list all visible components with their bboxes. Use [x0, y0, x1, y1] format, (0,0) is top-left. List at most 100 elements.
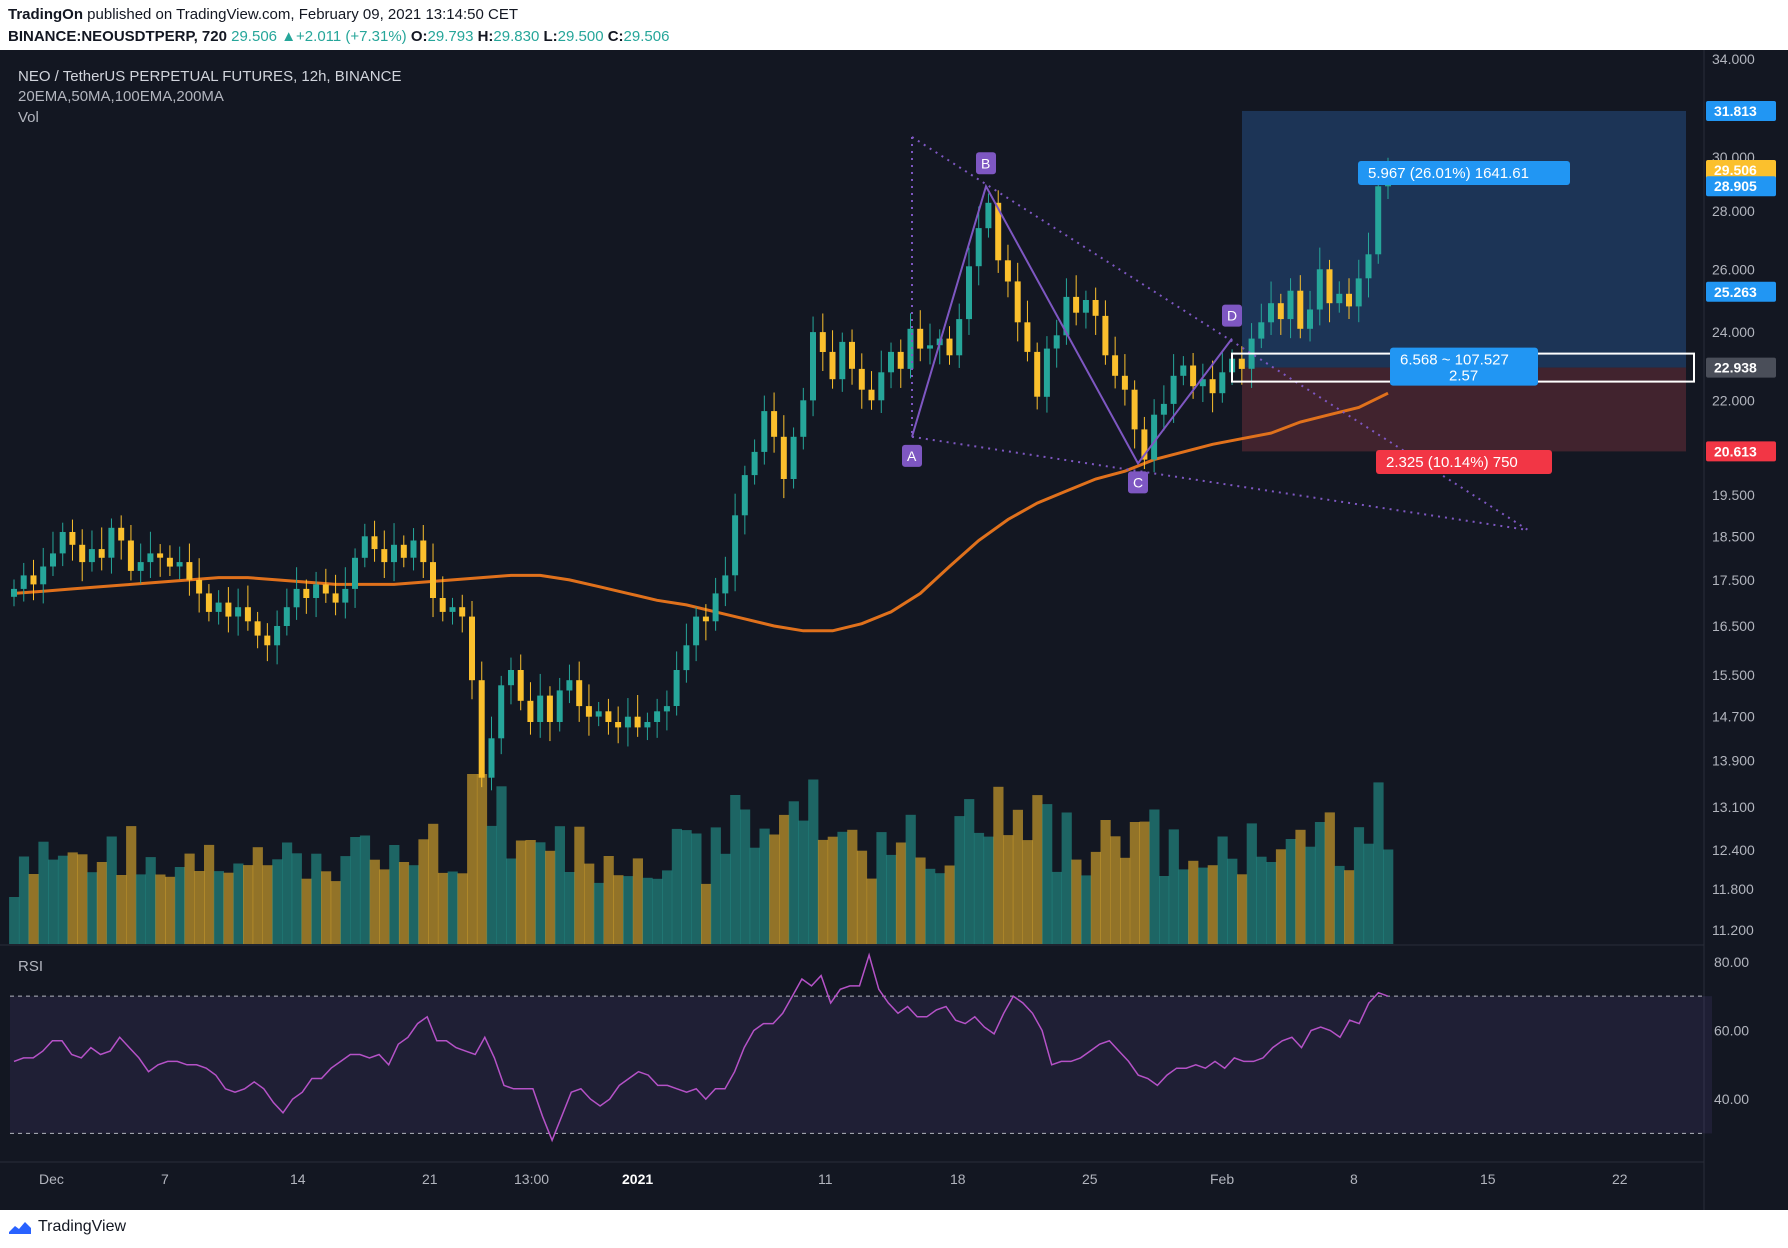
candle[interactable] [888, 351, 894, 373]
candle[interactable] [995, 202, 1002, 261]
candle[interactable] [69, 532, 76, 545]
candle[interactable] [137, 562, 144, 571]
candle[interactable] [634, 716, 641, 728]
candle[interactable] [352, 557, 358, 589]
candle[interactable] [537, 695, 544, 722]
candle[interactable] [342, 588, 349, 603]
candle[interactable] [605, 711, 612, 722]
wedge-lower-line[interactable] [911, 435, 1529, 531]
candle[interactable] [186, 562, 193, 580]
price-label-tag[interactable] [1706, 160, 1776, 180]
candle[interactable] [849, 341, 855, 369]
candle[interactable] [966, 266, 972, 320]
candle[interactable] [1209, 379, 1216, 394]
candle[interactable] [595, 711, 602, 717]
pattern-point-b[interactable] [976, 152, 996, 175]
candle[interactable] [819, 332, 826, 352]
candle[interactable] [576, 680, 583, 707]
candle[interactable] [254, 621, 261, 636]
risk-reward-tooltip[interactable] [1390, 347, 1538, 386]
candle[interactable] [1004, 260, 1011, 282]
candle[interactable] [391, 544, 397, 563]
rsi-legend[interactable]: RSI [18, 958, 44, 975]
publisher-name[interactable]: TradingOn [8, 6, 83, 23]
candle[interactable] [585, 706, 592, 717]
candle[interactable] [1073, 296, 1080, 313]
candle[interactable] [1219, 372, 1226, 394]
price-label-tag[interactable] [1706, 176, 1776, 197]
candle[interactable] [985, 202, 992, 229]
candle[interactable] [1180, 365, 1187, 376]
candle[interactable] [274, 626, 281, 646]
pattern-point-d[interactable] [1222, 304, 1242, 327]
candle[interactable] [488, 738, 495, 778]
candle[interactable] [702, 616, 709, 622]
candle[interactable] [508, 670, 514, 686]
candle[interactable] [878, 372, 885, 401]
candle[interactable] [40, 566, 47, 585]
candle[interactable] [215, 602, 222, 612]
candle[interactable] [566, 680, 573, 691]
candle[interactable] [410, 540, 417, 558]
candle[interactable] [1151, 414, 1158, 460]
candle[interactable] [176, 562, 183, 567]
candle[interactable] [1121, 375, 1128, 390]
price-label-tag[interactable] [1706, 281, 1776, 302]
candle[interactable] [712, 593, 719, 622]
candle[interactable] [1307, 309, 1313, 329]
candle[interactable] [293, 588, 300, 608]
candle[interactable] [615, 722, 622, 728]
candle[interactable] [371, 536, 378, 550]
candle[interactable] [1112, 355, 1119, 376]
candle[interactable] [956, 319, 963, 356]
candle[interactable] [644, 722, 651, 728]
candle[interactable] [1346, 293, 1352, 307]
candle[interactable] [108, 527, 115, 558]
wedge-upper-line[interactable] [911, 136, 1529, 531]
candle[interactable] [381, 549, 388, 563]
stop-tooltip[interactable] [1376, 450, 1552, 474]
candle[interactable] [205, 593, 212, 612]
tradingview-brand[interactable]: TradingView [8, 1218, 126, 1236]
candle[interactable] [79, 544, 86, 563]
candle[interactable] [478, 680, 485, 778]
candle[interactable] [283, 607, 290, 626]
candle[interactable] [98, 549, 105, 558]
candle[interactable] [780, 436, 787, 479]
candle[interactable] [1326, 269, 1333, 304]
candle[interactable] [1268, 303, 1274, 323]
candle[interactable] [1297, 290, 1304, 329]
candle[interactable] [741, 475, 748, 516]
volume-legend[interactable]: Vol [18, 109, 39, 126]
candle[interactable] [1336, 293, 1343, 304]
target-tooltip[interactable] [1358, 161, 1570, 185]
candle[interactable] [469, 616, 475, 681]
candle[interactable] [546, 695, 553, 722]
candle[interactable] [196, 579, 203, 594]
candle[interactable] [624, 716, 631, 728]
candle[interactable] [1375, 186, 1382, 255]
candle[interactable] [498, 685, 505, 739]
candle[interactable] [439, 598, 446, 612]
candle[interactable] [858, 368, 865, 390]
candle[interactable] [59, 532, 66, 554]
candle[interactable] [839, 341, 846, 380]
candle[interactable] [917, 328, 924, 349]
candle[interactable] [1024, 322, 1031, 352]
candle[interactable] [1053, 335, 1060, 349]
candle[interactable] [1316, 269, 1323, 310]
candle[interactable] [556, 690, 563, 722]
candle[interactable] [1160, 403, 1167, 415]
candle[interactable] [673, 670, 680, 706]
candle[interactable] [449, 607, 456, 612]
candle[interactable] [897, 351, 904, 369]
candle[interactable] [1238, 358, 1245, 369]
candle[interactable] [907, 328, 914, 369]
candle[interactable] [420, 540, 427, 563]
candle[interactable] [975, 228, 982, 267]
candle[interactable] [1043, 348, 1050, 397]
candle[interactable] [663, 706, 670, 712]
price-label-tag[interactable] [1706, 441, 1776, 462]
candle[interactable] [244, 607, 251, 622]
